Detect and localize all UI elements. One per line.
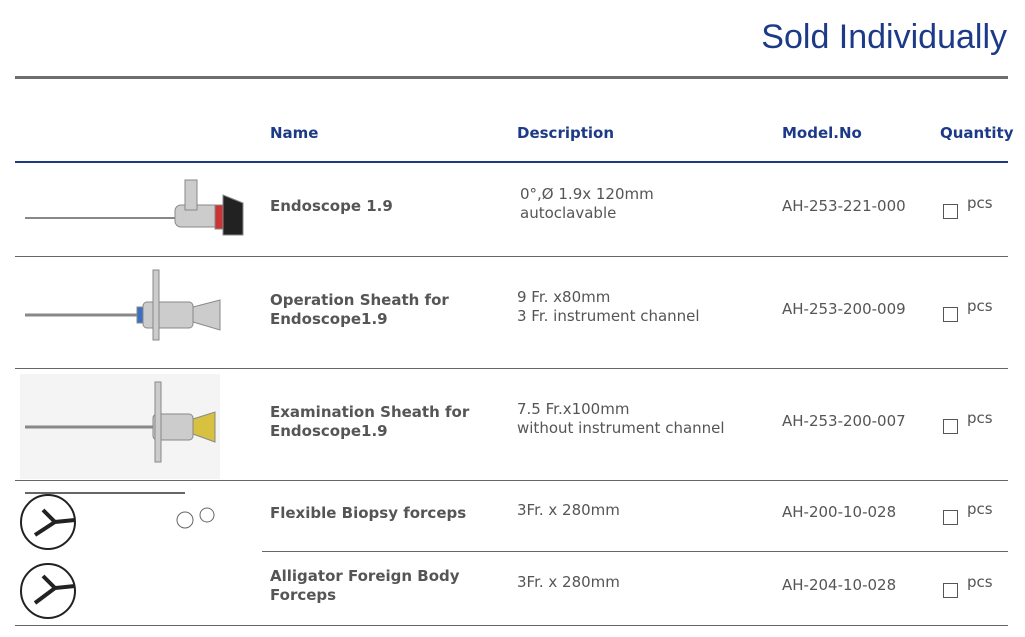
description-line: autoclavable [520, 203, 617, 222]
description-line: 3Fr. x 280mm [517, 500, 620, 519]
column-header: Quantity [940, 124, 1014, 142]
description-line: 3Fr. x 280mm [517, 573, 620, 591]
quantity-checkbox[interactable] [943, 582, 958, 598]
endoscope-image [25, 179, 244, 236]
quantity-checkbox[interactable] [943, 306, 958, 322]
model-number: AH-200-10-028 [782, 503, 897, 521]
model-number: AH-253-221-000 [782, 196, 906, 215]
examination-sheath-image [20, 374, 220, 479]
product-images [20, 179, 244, 619]
quantity-checkbox[interactable] [943, 418, 958, 434]
unit-label: pcs [967, 193, 993, 212]
model-number: AH-253-200-009 [782, 299, 906, 318]
unit-label: pcs [967, 408, 993, 427]
model-number: AH-204-10-028 [782, 575, 897, 594]
product-name: Alligator Foreign Body Forceps [270, 566, 460, 604]
description-line: 9 Fr. x80mm [517, 287, 611, 306]
page-title: Sold Individually [761, 18, 1007, 56]
description-line: 7.5 Fr.x100mm [517, 399, 630, 418]
quantity-checkbox[interactable] [943, 510, 958, 525]
title-rule [15, 76, 1008, 79]
model-number: AH-253-200-007 [782, 411, 906, 430]
description-line: 0°,Ø 1.9x 120mm [520, 184, 654, 203]
unit-label: pcs [967, 572, 993, 591]
column-header: Description [517, 124, 615, 142]
column-header: Model.No [782, 124, 862, 142]
operation-sheath-image [25, 269, 221, 341]
unit-label: pcs [967, 296, 993, 315]
row-rule [15, 625, 1008, 626]
header-rule [15, 161, 1008, 163]
unit-label: pcs [967, 500, 993, 518]
product-name: Examination Sheath for Endoscope1.9 [270, 402, 470, 440]
product-name: Endoscope 1.9 [270, 197, 393, 215]
row-rule [262, 551, 1008, 552]
alligator-forceps-image [20, 563, 76, 619]
description-line: without instrument channel [517, 418, 725, 437]
product-name: Flexible Biopsy forceps [270, 503, 467, 522]
column-header: Name [270, 124, 319, 142]
description-line: 3 Fr. instrument channel [517, 306, 700, 325]
biopsy-forceps-image [20, 492, 215, 550]
row-rule [15, 256, 1008, 257]
quantity-checkbox[interactable] [943, 203, 958, 219]
row-rule [15, 480, 1008, 481]
row-rule [15, 368, 1008, 369]
product-name: Operation Sheath for Endoscope1.9 [270, 290, 449, 328]
